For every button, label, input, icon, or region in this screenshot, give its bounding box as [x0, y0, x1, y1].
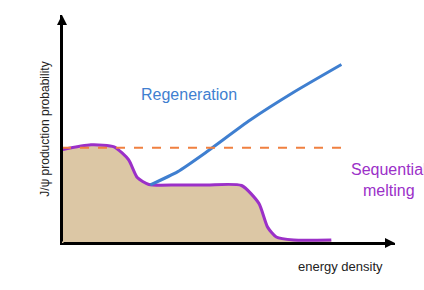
svg-text:Sequentialmelting: Sequentialmelting — [351, 161, 424, 199]
svg-text:energy density: energy density — [298, 259, 383, 274]
svg-text:J/ψ production probability: J/ψ production probability — [38, 61, 52, 196]
svg-text:Regeneration: Regeneration — [141, 86, 237, 103]
